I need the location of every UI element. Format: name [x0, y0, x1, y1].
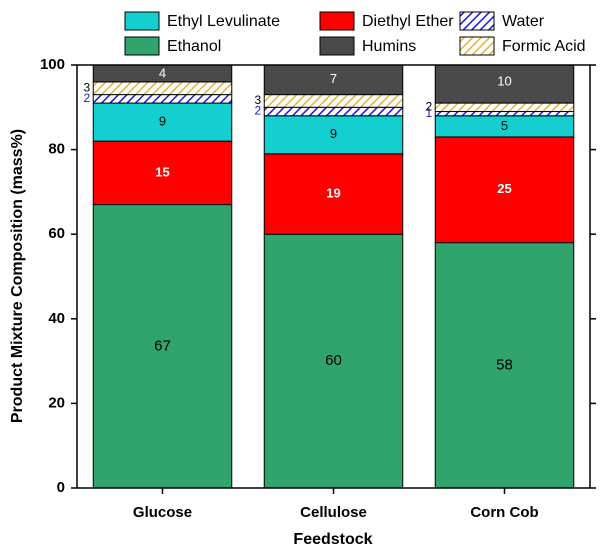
bar-segment — [92, 94, 233, 104]
bar-segment — [263, 115, 404, 155]
legend-swatch — [319, 36, 355, 56]
x-axis-label: Feedstock — [293, 531, 372, 548]
value-label: 58 — [496, 356, 513, 373]
legend-label: Ethyl Levulinate — [167, 13, 280, 30]
x-tick-label: Glucose — [133, 504, 192, 521]
legend-label: Ethanol — [167, 38, 221, 55]
value-label: 4 — [159, 65, 166, 80]
bar-segment — [92, 65, 233, 83]
legend-swatch — [319, 11, 355, 31]
bar-segment — [263, 94, 404, 108]
value-label: 25 — [497, 181, 511, 196]
value-label: 1 — [426, 106, 433, 120]
bar-segment — [434, 111, 575, 117]
value-label: 2 — [255, 104, 262, 118]
bar-segment — [263, 153, 404, 235]
value-label: 67 — [154, 337, 171, 354]
legend-label: Diethyl Ether — [362, 13, 454, 30]
value-label: 19 — [326, 185, 340, 200]
bar-segment — [434, 65, 575, 104]
bar-segment — [434, 102, 575, 113]
value-label: 10 — [497, 73, 511, 88]
y-tick-label: 0 — [57, 479, 65, 496]
y-tick-label: 40 — [48, 310, 65, 327]
value-label: 2 — [84, 91, 91, 105]
value-label: 9 — [330, 126, 337, 141]
bar-segment — [263, 233, 404, 488]
legend-label: Humins — [362, 38, 416, 55]
y-tick-label: 60 — [48, 225, 65, 242]
value-label: 3 — [255, 93, 262, 107]
value-label: 7 — [330, 71, 337, 86]
x-tick-label: Corn Cob — [470, 504, 538, 521]
legend-label: Water — [502, 13, 545, 30]
legend-swatch — [124, 36, 160, 56]
bar-segment — [92, 102, 233, 142]
value-label: 9 — [159, 114, 166, 129]
value-label: 2 — [426, 99, 433, 113]
value-label: 3 — [84, 80, 91, 94]
bar-segment — [434, 136, 575, 244]
value-label: 15 — [155, 164, 169, 179]
y-tick-label: 100 — [40, 56, 65, 73]
bar-segment — [92, 204, 233, 488]
bar-segment — [263, 106, 404, 117]
value-label: 60 — [325, 352, 342, 369]
bars — [92, 65, 575, 488]
y-axis-label: Product Mixture Composition (mass%) — [9, 129, 26, 423]
legend-swatch — [124, 11, 160, 31]
legend-swatch — [459, 36, 495, 56]
x-tick-label: Cellulose — [300, 504, 367, 521]
y-tick-label: 80 — [48, 141, 65, 158]
bar-segment — [263, 65, 404, 96]
legend-label: Formic Acid — [502, 38, 586, 55]
legend-swatch — [459, 11, 495, 31]
bar-segment — [92, 81, 233, 96]
value-label: 5 — [501, 118, 508, 133]
bar-segment — [92, 140, 233, 206]
y-tick-label: 20 — [48, 394, 65, 411]
bar-segment — [434, 242, 575, 488]
